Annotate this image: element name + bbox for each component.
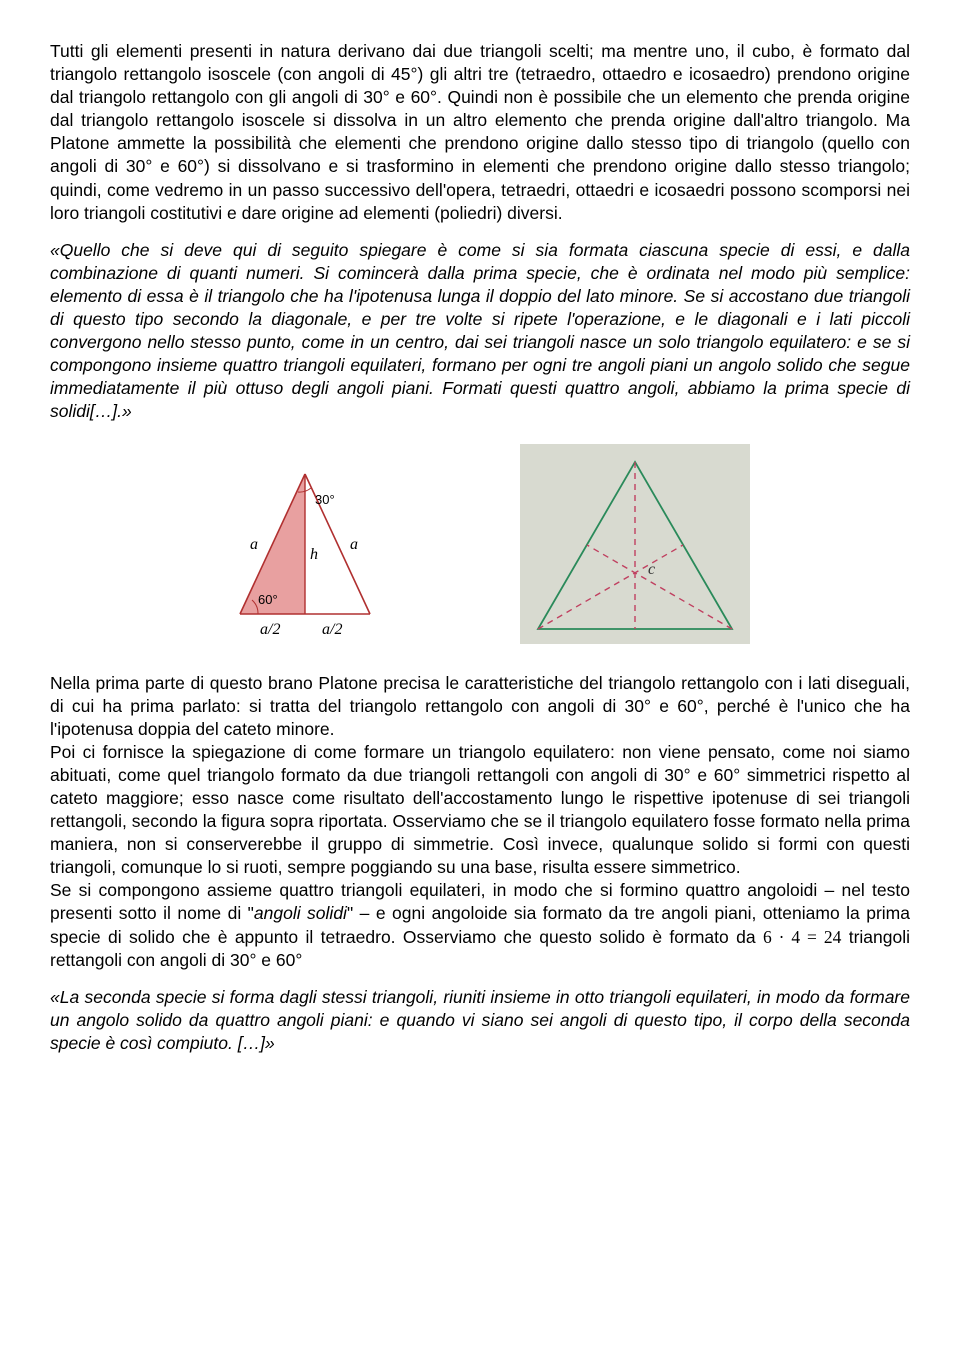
- label-a-right: a: [350, 536, 358, 553]
- label-base-right: a/2: [322, 621, 342, 638]
- figure-1: 30° 60° a a h a/2 a/2: [210, 464, 400, 644]
- label-a-left: a: [250, 536, 258, 553]
- label-30: 30°: [315, 492, 335, 507]
- paragraph-3: Poi ci fornisce la spiegazione di come f…: [50, 741, 910, 880]
- label-base-left: a/2: [260, 621, 280, 638]
- label-h: h: [310, 546, 318, 563]
- triangle-equilateral-svg: c: [520, 444, 750, 644]
- para4-math: 6 · 4 = 24: [763, 927, 841, 947]
- label-60: 60°: [258, 592, 278, 607]
- label-c: c: [648, 561, 655, 578]
- figures-row: 30° 60° a a h a/2 a/2 c: [50, 444, 910, 644]
- paragraph-1: Tutti gli elementi presenti in natura de…: [50, 40, 910, 225]
- paragraph-2: Nella prima parte di questo brano Platon…: [50, 672, 910, 741]
- para4-italic: angoli solidi: [254, 903, 347, 923]
- figure-2: c: [520, 444, 750, 644]
- triangle-isoceles-svg: 30° 60° a a h a/2 a/2: [210, 464, 400, 644]
- quote-1: «Quello che si deve qui di seguito spieg…: [50, 239, 910, 424]
- paragraph-4: Se si compongono assieme quattro triango…: [50, 879, 910, 971]
- quote-2: «La seconda specie si forma dagli stessi…: [50, 986, 910, 1055]
